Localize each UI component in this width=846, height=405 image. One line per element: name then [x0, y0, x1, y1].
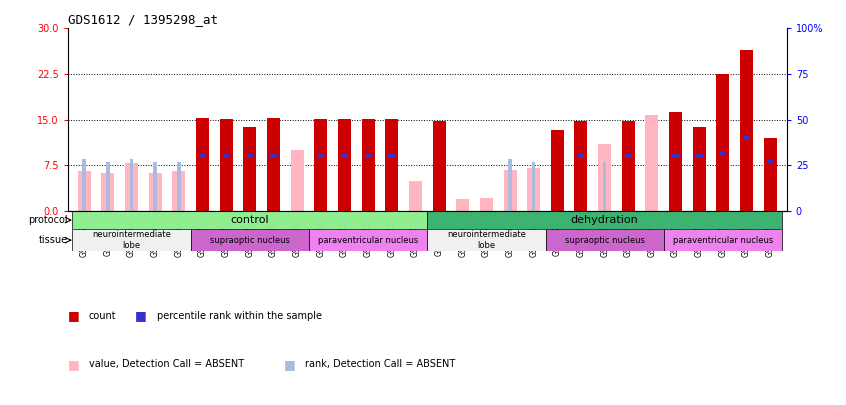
Text: neurointermediate
lobe: neurointermediate lobe [92, 230, 171, 250]
Bar [309, 229, 427, 251]
Text: dehydration: dehydration [571, 215, 639, 225]
Bar [341, 154, 348, 158]
Bar [645, 115, 658, 211]
Bar [190, 229, 309, 251]
Bar [129, 159, 134, 211]
Bar [222, 154, 229, 158]
Bar [196, 118, 209, 211]
Text: tissue: tissue [39, 235, 69, 245]
Bar [106, 162, 110, 211]
Bar [664, 229, 782, 251]
Bar [365, 154, 371, 158]
Bar [388, 154, 395, 158]
Bar [246, 154, 253, 158]
Bar [125, 164, 138, 211]
Bar [693, 127, 706, 211]
Bar [314, 119, 327, 211]
Bar [270, 154, 277, 158]
Text: count: count [89, 311, 117, 321]
Text: ■: ■ [283, 358, 295, 371]
Bar [244, 127, 256, 211]
Bar [669, 112, 682, 211]
Bar [740, 50, 753, 211]
Bar [622, 121, 634, 211]
Bar [409, 181, 422, 211]
Bar [764, 138, 777, 211]
Text: ■: ■ [135, 309, 147, 322]
Bar [200, 154, 206, 158]
Bar [291, 150, 304, 211]
Text: ■: ■ [68, 358, 80, 371]
Bar [578, 154, 585, 158]
Bar [361, 119, 375, 211]
Bar [173, 171, 185, 211]
Bar [427, 229, 546, 251]
Text: protocol: protocol [29, 215, 69, 225]
Bar [73, 211, 427, 229]
Text: control: control [230, 215, 269, 225]
Text: paraventricular nucleus: paraventricular nucleus [673, 236, 773, 245]
Bar [82, 159, 86, 211]
Bar [503, 170, 517, 211]
Bar [427, 211, 782, 229]
Text: GDS1612 / 1395298_at: GDS1612 / 1395298_at [68, 13, 217, 26]
Text: ■: ■ [68, 309, 80, 322]
Bar [338, 119, 351, 211]
Bar [551, 130, 563, 211]
Bar [432, 121, 446, 211]
Bar [625, 154, 632, 158]
Bar [673, 154, 678, 158]
Bar [532, 162, 536, 211]
Bar [177, 162, 181, 211]
Bar [149, 173, 162, 211]
Bar [456, 199, 470, 211]
Bar [744, 136, 750, 140]
Bar [153, 162, 157, 211]
Bar [385, 119, 398, 211]
Bar [546, 229, 664, 251]
Text: neurointermediate
lobe: neurointermediate lobe [447, 230, 526, 250]
Bar [720, 151, 726, 155]
Text: paraventricular nucleus: paraventricular nucleus [318, 236, 418, 245]
Bar [696, 154, 702, 158]
Bar [317, 154, 324, 158]
Text: supraoptic nucleus: supraoptic nucleus [564, 236, 645, 245]
Text: percentile rank within the sample: percentile rank within the sample [157, 311, 321, 321]
Text: rank, Detection Call = ABSENT: rank, Detection Call = ABSENT [305, 360, 455, 369]
Text: supraoptic nucleus: supraoptic nucleus [210, 236, 290, 245]
Bar [220, 119, 233, 211]
Bar [508, 159, 512, 211]
Bar [73, 229, 190, 251]
Bar [717, 74, 729, 211]
Bar [598, 144, 611, 211]
Bar [603, 162, 607, 211]
Bar [102, 173, 114, 211]
Bar [527, 168, 541, 211]
Text: value, Detection Call = ABSENT: value, Detection Call = ABSENT [89, 360, 244, 369]
Bar [267, 118, 280, 211]
Bar [480, 198, 493, 211]
Bar [574, 121, 587, 211]
Bar [78, 171, 91, 211]
Bar [767, 160, 773, 164]
